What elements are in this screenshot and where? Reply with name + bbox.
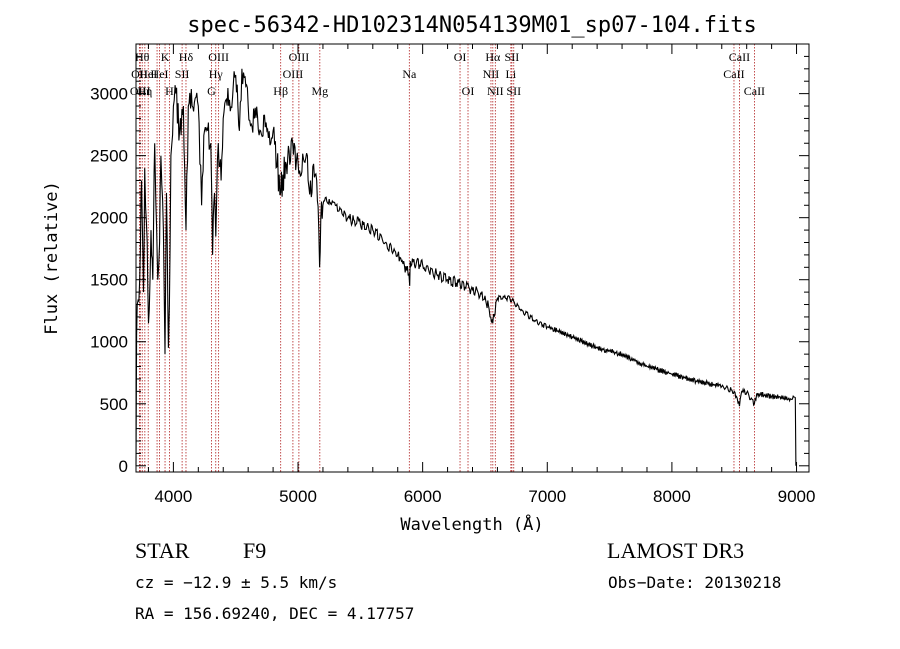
x-tick-label: 8000 xyxy=(653,487,691,506)
flux-series-line xyxy=(135,68,797,466)
line-marker-label: HeI xyxy=(139,67,157,81)
x-axis: 4000 5000 6000 7000 8000 9000 xyxy=(147,44,816,506)
spectral-subclass: F9 xyxy=(243,538,267,563)
plot-frame xyxy=(135,43,810,473)
line-marker-label: OIII xyxy=(283,67,304,81)
y-tick-label: 3000 xyxy=(90,85,128,104)
spectrum-chart: spec-56342-HD102314N054139M01_sp07-104.f… xyxy=(42,13,816,535)
survey-name: LAMOST DR3 xyxy=(607,538,745,563)
line-marker-label: NII xyxy=(483,67,500,81)
line-marker-label: OIII xyxy=(208,50,229,64)
line-marker-label: CaII xyxy=(723,67,744,81)
line-marker-label: Hβ xyxy=(273,84,288,98)
y-tick-label: 0 xyxy=(119,457,128,476)
line-marker-label: OII xyxy=(131,67,148,81)
line-marker-label: Mg xyxy=(311,84,328,98)
line-marker-label: SII xyxy=(506,84,521,98)
line-marker-label: OI xyxy=(462,84,475,98)
line-marker-label: Hη xyxy=(137,84,152,98)
line-marker-label: Hδ xyxy=(179,50,194,64)
line-marker-label: H xyxy=(165,84,174,98)
y-tick-label: 500 xyxy=(100,395,128,414)
x-tick-label: 6000 xyxy=(404,487,442,506)
line-marker-label: OI xyxy=(454,50,467,64)
line-marker-label: G xyxy=(207,84,216,98)
y-tick-label: 2000 xyxy=(90,209,128,228)
line-marker-label: SII xyxy=(175,67,190,81)
y-tick-label: 1500 xyxy=(90,271,128,290)
line-marker-label: Hθ xyxy=(135,50,150,64)
line-marker-label: SII xyxy=(505,50,520,64)
line-marker-label: Hα xyxy=(485,50,501,64)
line-marker-label: NII xyxy=(487,84,504,98)
observation-date: Obs−Date: 20130218 xyxy=(608,573,782,592)
x-axis-label: Wavelength (Å) xyxy=(400,513,543,535)
x-tick-label: 4000 xyxy=(154,487,192,506)
x-tick-label: 5000 xyxy=(279,487,317,506)
line-marker-label: K xyxy=(161,50,170,64)
spectral-line-markers xyxy=(139,44,755,472)
y-tick-label: 2500 xyxy=(90,147,128,166)
spectral-line-labels: OIIHθOIIIHηHeIHeIKHSIIHδGHγOIIIHβOIIIOII… xyxy=(130,50,765,98)
line-marker-label: CaII xyxy=(729,50,750,64)
line-marker-label: HeI xyxy=(151,67,169,81)
line-marker-label: Li xyxy=(506,67,517,81)
line-marker-label: Na xyxy=(402,67,417,81)
redshift-velocity: cz = −12.9 ± 5.5 km/s xyxy=(135,573,338,592)
y-tick-label: 1000 xyxy=(90,333,128,352)
line-marker-label: OIII xyxy=(130,84,151,98)
line-marker-label: CaII xyxy=(744,84,765,98)
line-marker-label: Hγ xyxy=(209,67,224,81)
x-tick-label: 7000 xyxy=(528,487,566,506)
line-marker-label: OIII xyxy=(289,50,310,64)
object-class: STAR xyxy=(135,538,190,563)
chart-title: spec-56342-HD102314N054139M01_sp07-104.f… xyxy=(187,13,757,38)
x-tick-label: 9000 xyxy=(778,487,816,506)
y-axis: 0 500 1000 1500 2000 2500 3000 xyxy=(90,55,809,476)
sky-coordinates: RA = 156.69240, DEC = 4.17757 xyxy=(135,604,415,623)
y-axis-label: Flux (relative) xyxy=(42,181,62,335)
